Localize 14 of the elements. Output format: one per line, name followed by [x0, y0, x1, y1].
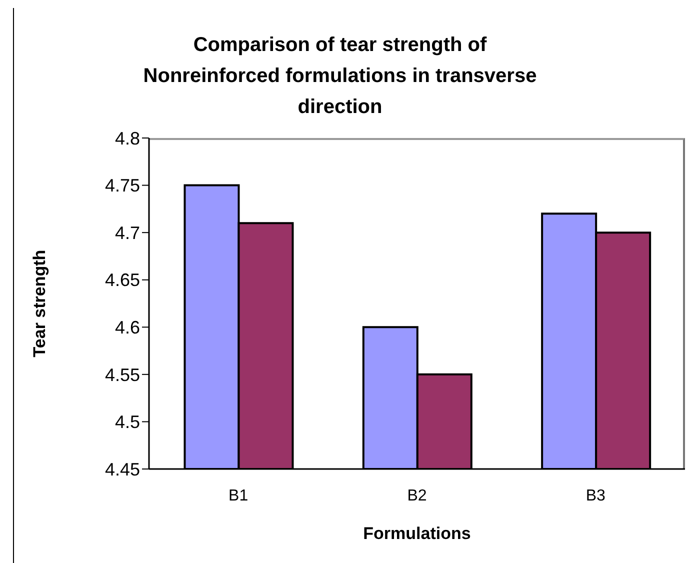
- y-tick-label: 4.8: [114, 128, 140, 148]
- x-axis-title: Formulations: [363, 524, 471, 543]
- x-tick-label: B1: [228, 487, 248, 504]
- y-tick-label: 4.55: [104, 364, 140, 385]
- y-tick-label: 4.5: [114, 412, 140, 432]
- y-tick-label: 4.6: [114, 318, 140, 338]
- y-tick-label: 4.45: [104, 459, 140, 480]
- chart-title: Comparison of tear strength of Nonreinforced formulations in transverse direction: [142, 33, 538, 120]
- y-axis-title: Tear strength: [30, 250, 50, 358]
- y-tick-label: 4.7: [114, 222, 140, 243]
- y-tick-label: 4.65: [104, 270, 140, 290]
- x-tick-label: B3: [586, 487, 606, 504]
- x-tick-label: B2: [407, 487, 427, 504]
- y-tick-label: 4.75: [104, 176, 140, 196]
